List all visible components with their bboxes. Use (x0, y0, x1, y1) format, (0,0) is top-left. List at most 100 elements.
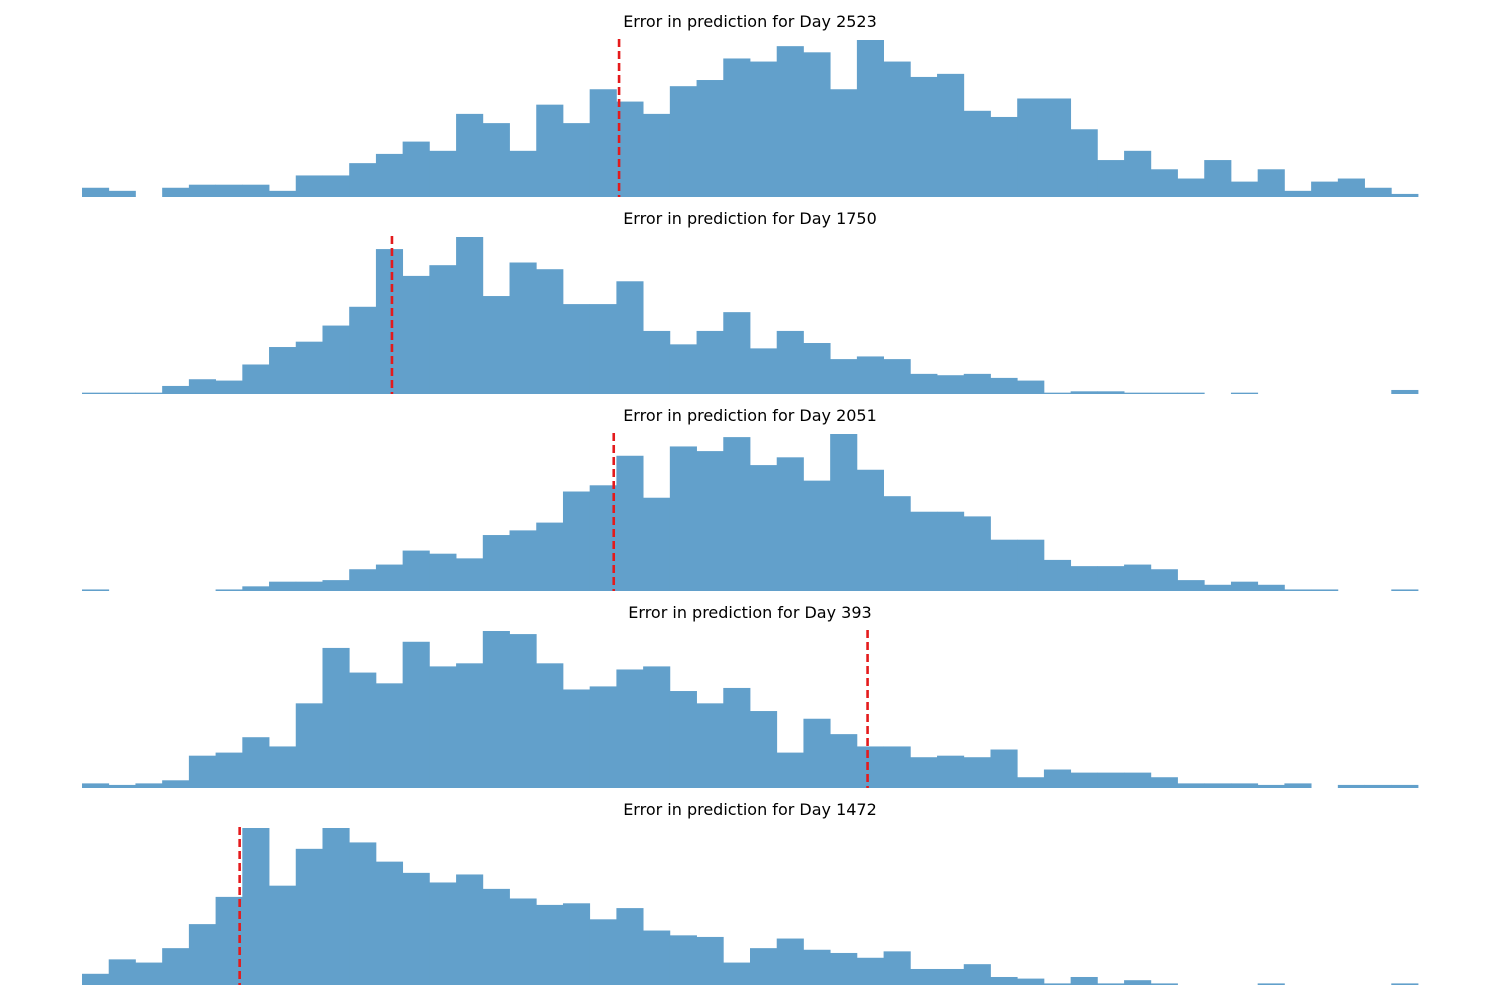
histogram-bar (456, 113, 484, 197)
histogram-bar (375, 249, 404, 394)
histogram-panel: Error in prediction for Day 1472 (0, 788, 1500, 985)
histogram-bar (696, 703, 724, 788)
histogram-bar (910, 373, 938, 394)
histogram-bar (322, 828, 350, 985)
histogram-bar (937, 968, 965, 985)
histogram-bar (1070, 772, 1098, 788)
histogram-bar (1124, 772, 1152, 788)
histogram-bar (990, 749, 1018, 788)
histogram-bar (1017, 98, 1045, 197)
histogram-bar (482, 296, 510, 394)
histogram-bar (1097, 160, 1125, 197)
histogram-bar (562, 491, 591, 591)
histogram-plot (82, 236, 1419, 394)
histogram-bar (188, 924, 216, 985)
histogram-bar (1257, 584, 1285, 591)
histogram-bar (536, 104, 564, 197)
histogram-bar (1097, 391, 1125, 394)
histogram-bar (883, 61, 911, 197)
histogram-bar (723, 437, 751, 591)
histogram-bar (1017, 539, 1045, 591)
histogram-bar (429, 265, 457, 394)
histogram-bar (723, 312, 751, 394)
histogram-bar (1070, 566, 1098, 591)
histogram-bar (1043, 769, 1072, 788)
histogram-bar (1257, 983, 1285, 985)
histogram-bar (162, 187, 190, 197)
histogram-bar (135, 783, 163, 788)
histogram-bar (643, 497, 671, 591)
histogram-bar (830, 434, 858, 591)
histogram-bar (1364, 187, 1392, 197)
histogram-bar (1230, 392, 1259, 394)
histogram-bar (82, 187, 110, 197)
histogram-bar (910, 76, 938, 197)
histogram-bar (108, 959, 136, 985)
histogram-bar (482, 535, 510, 591)
histogram-bar (1230, 581, 1259, 591)
histogram-bar (295, 848, 323, 985)
histogram-bar (776, 752, 804, 788)
histogram-bar (856, 957, 884, 985)
histogram-bar (1017, 777, 1045, 788)
histogram-bar (830, 734, 858, 788)
histogram-bar (1124, 150, 1152, 197)
histogram-bar (429, 150, 457, 197)
histogram-bar (509, 530, 537, 591)
histogram-bar (1070, 391, 1098, 394)
histogram-bar (1124, 564, 1152, 591)
histogram-bar (1017, 380, 1045, 394)
histogram-bar (429, 666, 457, 788)
histogram-bar (1311, 589, 1339, 591)
histogram-bar (402, 550, 430, 591)
histogram-bar (375, 861, 404, 985)
histogram-bar (349, 569, 377, 591)
histogram-bar (696, 451, 724, 591)
histogram-bar (589, 304, 617, 394)
histogram-bar (269, 885, 297, 985)
histogram-bar (536, 522, 564, 591)
histogram-bar (188, 379, 216, 394)
histogram-bar (536, 269, 564, 394)
histogram-panel: Error in prediction for Day 1750 (0, 197, 1500, 394)
histogram-bar (1150, 777, 1178, 788)
histogram-bar (509, 262, 537, 394)
histogram-bar (162, 948, 190, 985)
histogram-bar (1070, 129, 1098, 197)
histogram-bar (589, 485, 617, 591)
histogram-bar (616, 455, 644, 591)
histogram-bar (856, 356, 884, 394)
histogram-plot (82, 433, 1419, 591)
histogram-bar (1391, 784, 1419, 788)
histogram-bar (269, 190, 297, 197)
histogram-bar (1204, 783, 1232, 788)
histogram-bar (375, 564, 404, 591)
histogram-bar (910, 757, 938, 788)
histogram-bar (242, 364, 270, 394)
histogram-bar (643, 113, 671, 197)
histogram-bar (963, 373, 991, 394)
histogram-bar (82, 973, 110, 985)
histogram-bar (482, 888, 510, 985)
histogram-bar (963, 757, 991, 788)
histogram-bar (937, 511, 965, 591)
histogram-bar (108, 392, 136, 394)
histogram-bar (937, 73, 965, 197)
histogram-bar (1391, 389, 1419, 394)
histogram-bar (215, 896, 243, 985)
histogram-bar (616, 281, 644, 394)
panel-title: Error in prediction for Day 2523 (623, 12, 877, 31)
histogram-bar (1177, 580, 1205, 591)
histogram-bar (269, 746, 297, 788)
histogram-bar (1043, 98, 1072, 197)
histogram-bar (1284, 589, 1312, 591)
histogram-panel: Error in prediction for Day 2523 (0, 0, 1500, 198)
histogram-bar (1364, 784, 1392, 788)
histogram-bar (482, 631, 510, 788)
histogram-bar (269, 347, 297, 394)
histogram-bar (589, 89, 617, 197)
histogram-bar (937, 375, 965, 394)
histogram-bar (990, 116, 1018, 197)
histogram-bar (1043, 559, 1072, 591)
histogram-bar (1150, 169, 1178, 197)
